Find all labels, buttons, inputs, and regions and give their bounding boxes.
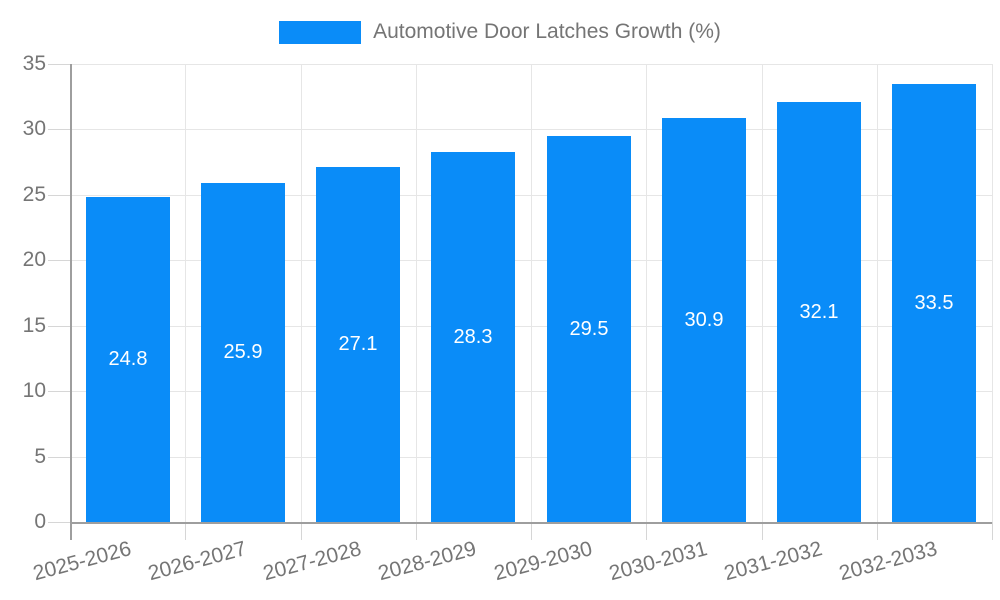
x-axis-category-label: 2025-2026	[30, 537, 134, 586]
x-axis-category-label: 2031-2032	[721, 537, 825, 586]
y-axis-line	[70, 64, 72, 540]
y-axis-tick	[48, 391, 70, 392]
x-axis-category-label: 2026-2027	[145, 537, 249, 586]
x-axis-tick	[877, 522, 878, 540]
bar-value-label: 28.3	[453, 325, 493, 348]
bar[interactable]: 27.1	[316, 167, 400, 522]
bar[interactable]: 24.8	[86, 197, 170, 522]
y-axis-tick-label: 25	[22, 183, 46, 206]
x-axis-category-label: 2027-2028	[260, 537, 364, 586]
x-axis-tick	[416, 522, 417, 540]
gridline	[877, 64, 878, 522]
bar-value-label: 29.5	[569, 317, 609, 340]
x-axis-category-label: 2032-2033	[836, 537, 940, 586]
gridline	[301, 64, 302, 522]
y-axis-tick	[48, 522, 70, 523]
y-axis-tick-label: 15	[22, 314, 46, 337]
y-axis-tick	[48, 64, 70, 65]
x-axis-tick	[762, 522, 763, 540]
y-axis-tick-label: 20	[22, 248, 46, 271]
y-axis-tick-label: 30	[22, 117, 46, 140]
gridline	[646, 64, 647, 522]
y-axis-tick-label: 35	[22, 52, 46, 75]
legend-label: Automotive Door Latches Growth (%)	[373, 20, 721, 43]
y-axis-tick-label: 5	[34, 445, 46, 468]
x-axis-line	[70, 522, 992, 524]
x-axis-category-label: 2029-2030	[491, 537, 595, 586]
y-axis-tick-label: 0	[34, 510, 46, 533]
x-axis-tick	[646, 522, 647, 540]
y-axis-tick	[48, 260, 70, 261]
y-axis-tick	[48, 457, 70, 458]
bar[interactable]: 32.1	[777, 102, 861, 522]
bar[interactable]: 29.5	[547, 136, 631, 522]
legend-swatch	[279, 20, 362, 44]
x-axis-tick	[531, 522, 532, 540]
bar-value-label: 30.9	[684, 308, 724, 331]
legend[interactable]: Automotive Door Latches Growth (%)	[0, 20, 1000, 44]
bar-value-label: 27.1	[338, 333, 378, 355]
x-axis-category-label: 2028-2029	[375, 537, 479, 586]
bar-value-label: 33.5	[914, 291, 954, 314]
y-axis-tick	[48, 195, 70, 196]
y-axis-tick	[48, 129, 70, 130]
y-axis-tick-label: 10	[22, 379, 46, 402]
gridline	[185, 64, 186, 522]
y-axis-tick	[48, 326, 70, 327]
bar-value-label: 32.1	[799, 300, 839, 323]
bar-value-label: 24.8	[108, 348, 148, 370]
bar[interactable]: 30.9	[662, 118, 746, 522]
bar[interactable]: 33.5	[892, 84, 976, 522]
bar[interactable]: 28.3	[431, 152, 515, 522]
gridline	[992, 64, 993, 522]
bar[interactable]: 25.9	[201, 183, 285, 522]
x-axis-tick	[992, 522, 993, 540]
gridline	[531, 64, 532, 522]
bar-value-label: 25.9	[223, 341, 263, 363]
gridline	[416, 64, 417, 522]
x-axis-tick	[301, 522, 302, 540]
x-axis-tick	[185, 522, 186, 540]
x-axis-category-label: 2030-2031	[606, 537, 710, 586]
gridline	[762, 64, 763, 522]
